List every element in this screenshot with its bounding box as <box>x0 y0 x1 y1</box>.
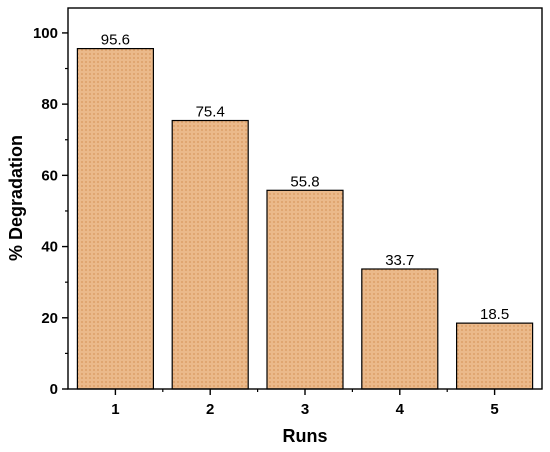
bar-run-4 <box>361 268 439 390</box>
y-tick-label: 20 <box>41 310 58 327</box>
data-label-run-1: 95.6 <box>101 32 130 49</box>
y-axis-title: % Degradation <box>6 135 26 261</box>
y-tick-label: 40 <box>41 239 58 256</box>
y-tick-label: 60 <box>41 167 58 184</box>
x-tick-label: 5 <box>490 401 498 418</box>
y-tick-label: 80 <box>41 96 58 113</box>
bar-run-3 <box>266 189 344 390</box>
x-axis-title: Runs <box>283 426 328 446</box>
y-tick-label: 100 <box>33 25 58 42</box>
data-label-run-5: 18.5 <box>480 306 509 323</box>
bars: 95.6 75.4 55.8 33.7 18.5 <box>76 32 534 390</box>
bar-run-1 <box>76 47 155 390</box>
bar-run-5 <box>456 322 534 390</box>
plot-frame <box>67 7 543 390</box>
data-label-run-4: 33.7 <box>385 252 414 269</box>
data-label-run-3: 55.8 <box>290 173 319 190</box>
ticks: 1 2 3 4 5 0 20 40 60 80 100 <box>33 25 499 418</box>
x-tick-label: 3 <box>301 401 309 418</box>
bar-run-2 <box>171 119 249 390</box>
x-tick-label: 4 <box>396 401 405 418</box>
y-tick-label: 0 <box>50 381 58 398</box>
data-label-run-2: 75.4 <box>196 104 225 121</box>
x-tick-label: 2 <box>206 401 214 418</box>
x-tick-label: 1 <box>111 401 119 418</box>
